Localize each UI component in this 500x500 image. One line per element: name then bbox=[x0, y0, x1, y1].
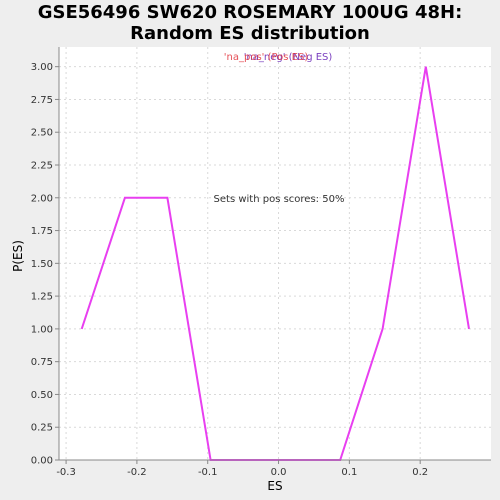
y-axis-title: P(ES) bbox=[11, 240, 25, 272]
y-tick-label: 0.50 bbox=[31, 390, 53, 401]
x-tick-label: 0.2 bbox=[412, 467, 428, 478]
grid-layer bbox=[59, 47, 491, 460]
x-tick-label: 0.0 bbox=[271, 467, 287, 478]
y-tick-label: 1.00 bbox=[31, 324, 53, 335]
y-tick-label: 1.75 bbox=[31, 226, 53, 237]
x-tick-label: -0.3 bbox=[56, 467, 76, 478]
y-tick-label: 3.00 bbox=[31, 62, 53, 73]
y-tick-label: 0.75 bbox=[31, 357, 53, 368]
x-axis-title: ES bbox=[267, 479, 282, 493]
y-tick-label: 1.25 bbox=[31, 292, 53, 303]
y-tick-label: 2.00 bbox=[31, 193, 53, 204]
chart-title-line-1: GSE56496 SW620 ROSEMARY 100UG 48H: bbox=[37, 2, 463, 23]
y-tick-label: 2.25 bbox=[31, 161, 53, 172]
chart-title: GSE56496 SW620 ROSEMARY 100UG 48H: Rando… bbox=[0, 2, 500, 44]
y-tick-label: 0.00 bbox=[31, 456, 53, 467]
chart-title-line-2: Random ES distribution bbox=[130, 23, 370, 44]
x-tick-label: -0.2 bbox=[127, 467, 147, 478]
legend-entry-pos: 'na_pos' (Pos ES) bbox=[224, 52, 309, 63]
annotation-pos-scores: Sets with pos scores: 50% bbox=[214, 194, 345, 205]
y-tick-label: 2.50 bbox=[31, 128, 53, 139]
x-tick-label: -0.1 bbox=[198, 467, 218, 478]
tick-layer: 0.00 0.25 0.50 0.75 1.00 1.25 1.50 1.75 2.00 2.25… bbox=[31, 62, 428, 478]
plot-area bbox=[59, 47, 491, 460]
y-tick-label: 2.75 bbox=[31, 95, 53, 106]
y-tick-label: 1.50 bbox=[31, 259, 53, 270]
y-tick-label: 0.25 bbox=[31, 423, 53, 434]
legend-entry-neg: 'na_neg' (Neg ES) bbox=[244, 52, 333, 63]
x-tick-label: 0.1 bbox=[341, 467, 357, 478]
